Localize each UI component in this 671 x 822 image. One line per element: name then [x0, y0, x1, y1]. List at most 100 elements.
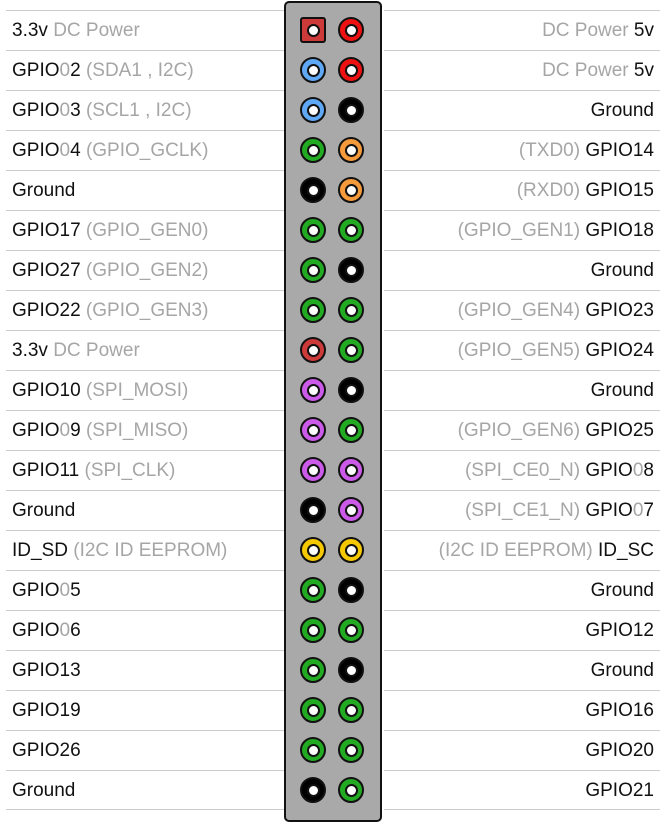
pin-name-text: ID_SD — [12, 540, 68, 561]
i2c-pin-icon — [300, 57, 326, 83]
pin-name-text: GPIO16 — [585, 700, 654, 721]
pin-name-text: GPIO — [12, 140, 60, 161]
pin-function-text: 0 — [632, 460, 644, 481]
pin-row: GPIO27 (GPIO_GEN2) Ground — [0, 250, 671, 290]
right-pin-label: GPIO12 — [384, 610, 660, 650]
pin-row: GPIO19 GPIO16 — [0, 690, 671, 730]
right-pin-label: (GPIO_GEN4) GPIO23 — [384, 290, 660, 330]
gpio-pin-icon — [300, 697, 326, 723]
pin-row: GPIO06 GPIO12 — [0, 610, 671, 650]
pin-row: GPIO09 (SPI_MISO) (GPIO_GEN6) GPIO25 — [0, 410, 671, 450]
right-pin-label: DC Power 5v — [384, 10, 660, 50]
gpio-pin-icon — [338, 617, 364, 643]
left-pin-label: GPIO17 (GPIO_GEN0) — [6, 210, 284, 250]
right-pin-label: (GPIO_GEN5) GPIO24 — [384, 330, 660, 370]
pin-name-text: GPIO21 — [585, 780, 654, 801]
pin-name-text: Ground — [12, 180, 76, 201]
left-pin-label: Ground — [6, 770, 284, 810]
pin-name-text: GPIO27 — [12, 260, 81, 281]
pin-row: Ground (SPI_CE1_N) GPIO07 — [0, 490, 671, 530]
pin-row: GPIO17 (GPIO_GEN0) (GPIO_GEN1) GPIO18 — [0, 210, 671, 250]
pin-function-text: (GPIO_GEN0) — [80, 220, 209, 241]
pin-function-text: (SPI_MISO) — [80, 420, 189, 441]
ground-pin-icon — [300, 497, 326, 523]
left-pin-label: GPIO02 (SDA1 , I2C) — [6, 50, 284, 90]
spi-pin-icon — [300, 457, 326, 483]
pin-pair — [284, 730, 382, 770]
pin-name-text: GPIO — [12, 60, 60, 81]
pin-name-text: 4 — [70, 140, 81, 161]
pin-name-text: GPIO — [12, 580, 60, 601]
i2c-pin-icon — [300, 97, 326, 123]
gpio-pin-icon — [338, 697, 364, 723]
right-pin-label: GPIO16 — [384, 690, 660, 730]
pin-function-text: (GPIO_GEN2) — [80, 260, 209, 281]
left-pin-label: 3.3v DC Power — [6, 330, 284, 370]
pin-name-text: Ground — [590, 580, 654, 601]
ground-pin-icon — [338, 257, 364, 283]
pin-pair — [284, 10, 382, 50]
pin-name-text: GPIO — [585, 500, 633, 521]
pin-function-text: (GPIO_GCLK) — [80, 140, 209, 161]
pin-function-text: (TXD0) — [518, 140, 586, 161]
pin-row: GPIO04 (GPIO_GCLK) (TXD0) GPIO14 — [0, 130, 671, 170]
pin-pair — [284, 690, 382, 730]
pin-name-text: 5v — [633, 20, 654, 41]
pin-name-text: GPIO22 — [12, 300, 81, 321]
pin-pair — [284, 250, 382, 290]
left-pin-label: GPIO27 (GPIO_GEN2) — [6, 250, 284, 290]
gpio-pin-icon — [300, 217, 326, 243]
right-pin-label: Ground — [384, 90, 660, 130]
pin-function-text: 0 — [59, 620, 71, 641]
pin-function-text: (SPI_CLK) — [79, 460, 176, 481]
pin-name-text: GPIO — [12, 620, 60, 641]
right-pin-label: (I2C ID EEPROM) ID_SC — [384, 530, 660, 570]
gpio-pin-icon — [338, 217, 364, 243]
pin-name-text: GPIO15 — [585, 180, 654, 201]
pin-name-text: 3 — [70, 100, 81, 121]
ground-pin-icon — [338, 657, 364, 683]
pin-name-text: ID_SC — [598, 540, 654, 561]
pin-name-text: GPIO18 — [585, 220, 654, 241]
pin-function-text: (I2C ID EEPROM) — [438, 540, 599, 561]
pin-name-text: 7 — [643, 500, 654, 521]
uart-pin-icon — [338, 177, 364, 203]
pin-pair — [284, 450, 382, 490]
pin-pair — [284, 410, 382, 450]
left-pin-label: GPIO13 — [6, 650, 284, 690]
spi-pin-icon — [300, 417, 326, 443]
right-pin-label: Ground — [384, 570, 660, 610]
gpio-pin-icon — [338, 297, 364, 323]
gpio-pin-icon — [338, 417, 364, 443]
left-pin-label: GPIO03 (SCL1 , I2C) — [6, 90, 284, 130]
pin-function-text: DC Power — [542, 20, 634, 41]
pin-pair — [284, 50, 382, 90]
pin-pair — [284, 370, 382, 410]
left-pin-label: Ground — [6, 490, 284, 530]
pin-function-text: (SPI_CE0_N) — [464, 460, 586, 481]
pin-name-text: GPIO11 — [12, 460, 80, 481]
pin-row: GPIO11 (SPI_CLK) (SPI_CE0_N) GPIO08 — [0, 450, 671, 490]
gpio-pin-icon — [300, 617, 326, 643]
gpio-pin-icon — [300, 137, 326, 163]
pin-row: GPIO02 (SDA1 , I2C) DC Power 5v — [0, 50, 671, 90]
pin-name-text: 5v — [633, 60, 654, 81]
pin-pair — [284, 490, 382, 530]
left-pin-label: GPIO11 (SPI_CLK) — [6, 450, 284, 490]
pin-name-text: GPIO17 — [12, 220, 81, 241]
pin-function-text: 0 — [59, 100, 71, 121]
pin-name-text: Ground — [590, 660, 654, 681]
pin-name-text: GPIO13 — [12, 660, 81, 681]
gpio-pin-icon — [300, 257, 326, 283]
pin-name-text: GPIO26 — [12, 740, 81, 761]
left-pin-label: GPIO26 — [6, 730, 284, 770]
pin-function-text: DC Power — [542, 60, 634, 81]
pin-column — [284, 10, 382, 810]
power3v3-pin-icon — [300, 337, 326, 363]
pin-name-text: 5 — [70, 580, 81, 601]
pin-pair — [284, 570, 382, 610]
pin-pair — [284, 610, 382, 650]
left-pin-label: Ground — [6, 170, 284, 210]
pin-row: GPIO22 (GPIO_GEN3) (GPIO_GEN4) GPIO23 — [0, 290, 671, 330]
pin-name-text: GPIO10 — [12, 380, 81, 401]
